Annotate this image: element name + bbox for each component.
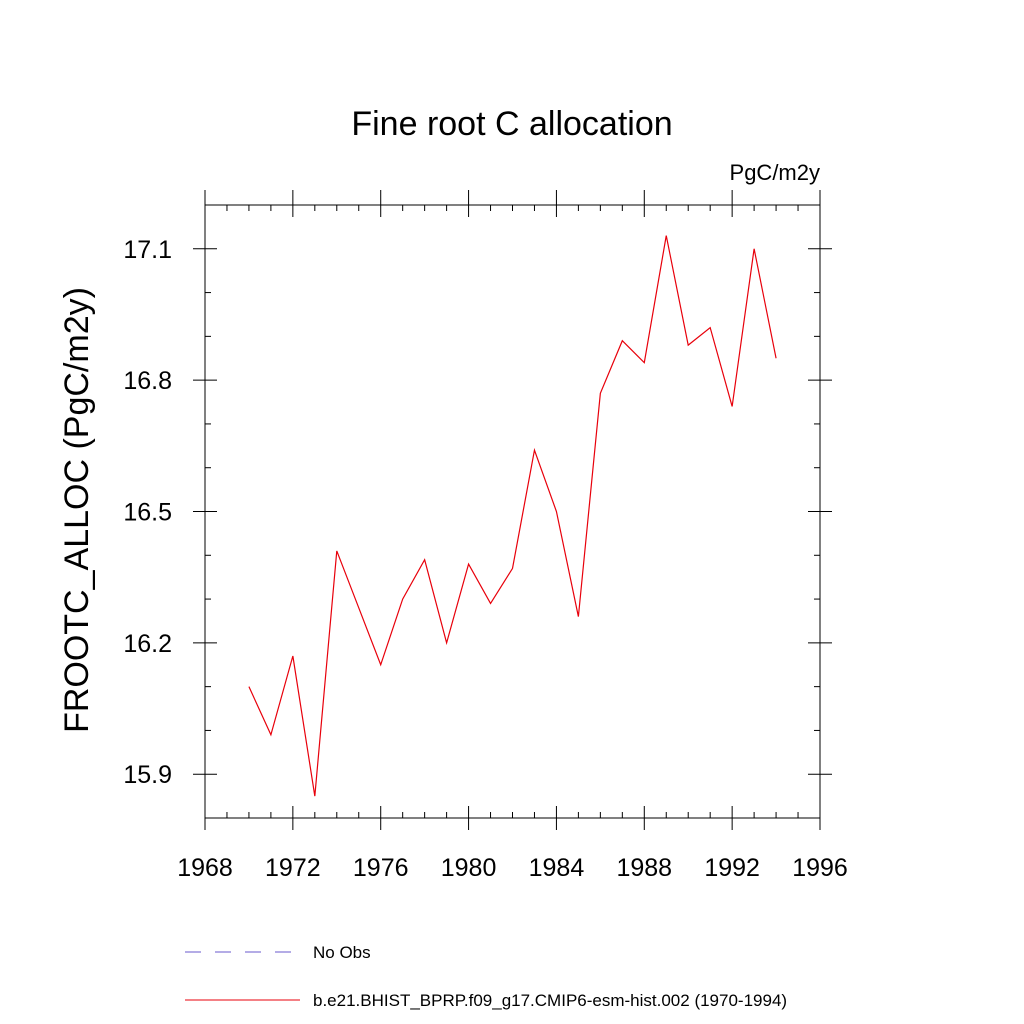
chart-title: Fine root C allocation: [351, 105, 672, 143]
x-tick-label: 1972: [265, 854, 321, 882]
series-layer: [248, 235, 777, 797]
y-tick-label: 16.2: [123, 630, 172, 658]
x-tick-label: 1980: [441, 854, 497, 882]
y-axis-ticks: [193, 204, 832, 819]
y-tick-label: 17.1: [123, 236, 172, 264]
x-tick-label: 1984: [529, 854, 585, 882]
x-tick-label: 1976: [353, 854, 409, 882]
series-line: [248, 235, 777, 797]
x-axis-ticks: [204, 190, 821, 830]
legend-label-model-run: b.e21.BHIST_BPRP.f09_g17.CMIP6-esm-hist.…: [313, 991, 787, 1010]
x-tick-label: 1992: [704, 854, 760, 882]
y-axis-tick-labels: 15.9 16.2 16.5 16.8 17.1: [123, 236, 172, 789]
x-tick-label: 1968: [177, 854, 233, 882]
y-tick-label: 16.5: [123, 499, 172, 527]
y-axis-label: FROOTC_ALLOC (PgC/m2y): [58, 287, 96, 733]
x-tick-label: 1996: [792, 854, 848, 882]
x-axis-tick-labels: 1968 1972 1976 1980 1984 1988 1992 1996: [177, 854, 848, 882]
legend-label-no-obs: No Obs: [313, 943, 371, 962]
legend: No Obs b.e21.BHIST_BPRP.f09_g17.CMIP6-es…: [185, 943, 787, 1010]
x-tick-label: 1988: [616, 854, 672, 882]
units-label: PgC/m2y: [730, 160, 820, 185]
y-tick-label: 15.9: [123, 761, 172, 789]
y-tick-label: 16.8: [123, 367, 172, 395]
plot-frame: [204, 204, 821, 819]
